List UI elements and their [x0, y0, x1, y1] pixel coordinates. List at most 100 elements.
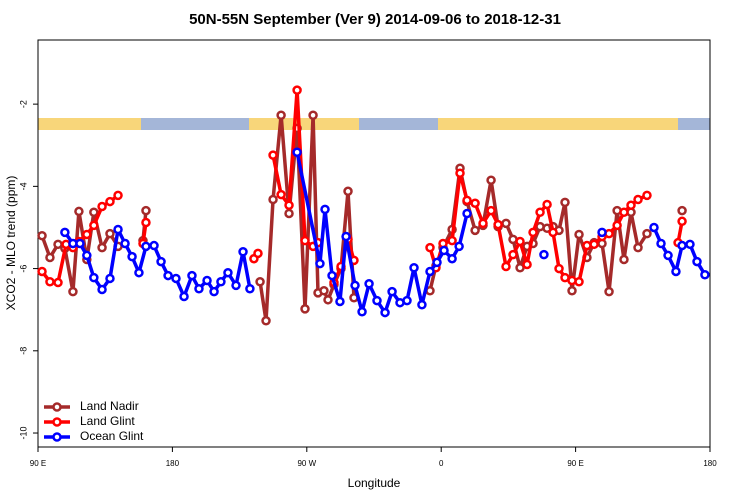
data-point [335, 296, 345, 307]
legend-marker [52, 402, 62, 412]
data-point [454, 241, 464, 252]
data-point [341, 231, 351, 242]
plot-frame [37, 39, 711, 448]
legend-label: Ocean Glint [80, 429, 144, 443]
data-point [300, 235, 310, 246]
data-point [82, 250, 92, 261]
x-tick-label: 90 E [567, 459, 583, 468]
legend-label: Land Nadir [80, 399, 139, 413]
data-point [127, 251, 137, 262]
x-tick-label: 180 [703, 459, 717, 468]
data-point [171, 273, 181, 284]
data-point [663, 250, 673, 261]
data-point [409, 263, 419, 273]
data-point [604, 286, 614, 297]
data-point [284, 208, 294, 219]
data-point [417, 300, 427, 310]
data-point [315, 258, 325, 269]
data-point [245, 283, 255, 294]
data-point [149, 240, 159, 251]
data-point [231, 280, 241, 291]
data-point [387, 286, 397, 297]
data-point [677, 205, 687, 216]
data-point [253, 248, 263, 259]
y-tick-label: -8 [18, 347, 28, 355]
data-point [292, 85, 302, 95]
data-point [194, 283, 204, 294]
data-point [134, 267, 144, 278]
data-point [656, 238, 666, 249]
data-point [402, 295, 412, 306]
data-point [60, 227, 70, 238]
data-point [455, 168, 465, 178]
data-point [327, 270, 337, 281]
data-point [89, 220, 99, 231]
land-band [249, 118, 359, 130]
x-tick-label: 0 [439, 459, 444, 468]
data-point [68, 286, 78, 297]
data-point [255, 276, 265, 287]
y-tick-label: -6 [18, 265, 28, 273]
data-point [357, 306, 367, 317]
data-point [216, 276, 226, 287]
data-point [141, 241, 151, 252]
data-point [501, 261, 511, 272]
x-axis-label: Longitude [348, 476, 401, 490]
data-point [156, 256, 166, 267]
data-point [560, 197, 570, 208]
data-point [548, 227, 558, 238]
data-point [619, 207, 629, 218]
data-point [319, 286, 329, 296]
data-point [308, 110, 318, 120]
data-point [141, 205, 151, 216]
data-point [202, 275, 212, 286]
data-point [343, 186, 353, 197]
data-point [82, 229, 92, 240]
data-point [37, 230, 47, 241]
data-point [105, 273, 115, 284]
data-point [567, 286, 577, 296]
data-point [238, 246, 248, 257]
data-point [700, 269, 710, 280]
legend-marker [52, 432, 62, 442]
data-point [53, 277, 63, 288]
data-point [642, 190, 652, 201]
data-point [276, 189, 286, 200]
data-point [642, 228, 652, 239]
y-tick-label: -2 [18, 100, 28, 108]
land-band [38, 118, 141, 130]
data-point [97, 284, 107, 295]
data-point [486, 205, 496, 216]
data-point [97, 201, 107, 212]
data-point [89, 272, 99, 283]
data-point [113, 224, 123, 235]
data-point [364, 279, 374, 289]
data-point [105, 196, 115, 207]
data-point [462, 208, 472, 219]
data-point [284, 200, 294, 211]
data-point [163, 270, 173, 281]
data-point [97, 242, 107, 253]
data-point [633, 194, 643, 205]
data-point [372, 295, 382, 306]
data-point [45, 276, 55, 287]
data-point [574, 229, 584, 240]
data-point [74, 206, 84, 217]
data-point [535, 207, 545, 218]
data-point [209, 286, 219, 297]
data-point [425, 242, 435, 253]
land-ocean-strip [38, 118, 710, 130]
y-axis-label: XCO2 - MLO trend (ppm) [4, 176, 18, 311]
data-point [649, 222, 659, 233]
data-point [350, 280, 360, 291]
data-point [276, 110, 286, 120]
data-point [292, 147, 302, 157]
data-point [582, 240, 592, 251]
data-point [478, 218, 488, 229]
data-point [300, 304, 310, 314]
data-point [619, 254, 629, 265]
legend-label: Land Glint [80, 414, 135, 428]
data-point [671, 266, 681, 277]
data-point [539, 249, 549, 260]
